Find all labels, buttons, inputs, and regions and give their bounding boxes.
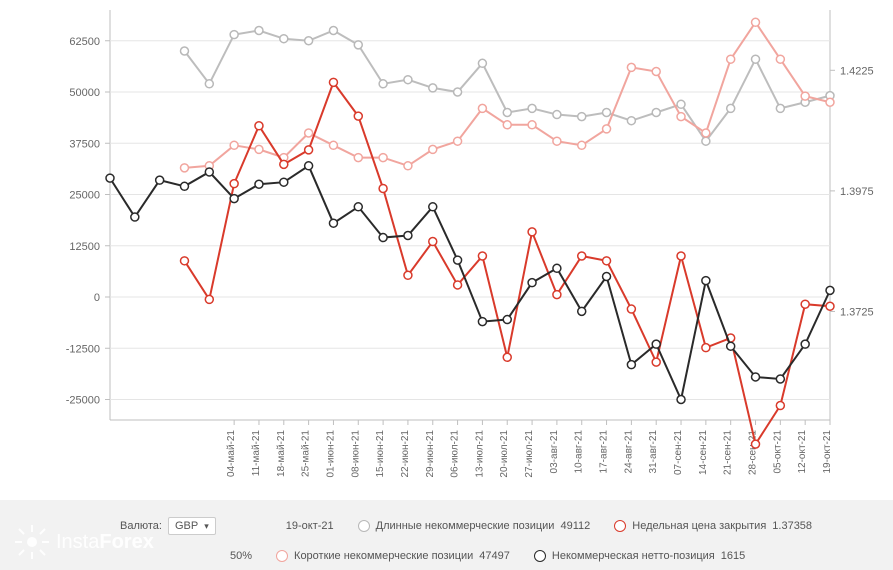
chart-area: 62500 50000 37500 25000 12500 0 -12500 -25000 1.… — [0, 0, 893, 500]
svg-text:06-июл-21: 06-июл-21 — [450, 430, 461, 478]
instaforex-logo: Insta Forex — [14, 524, 154, 560]
legend-short-label: Короткие некоммерческие позиции — [294, 550, 473, 562]
currency-select[interactable]: GBP ▾ — [168, 517, 216, 535]
legend-item-short: Короткие некоммерческие позиции 47497 — [276, 550, 510, 562]
legend-date: 19-окт-21 — [286, 520, 334, 532]
legend-item-long: Длинные некоммерческие позиции 49112 — [358, 520, 591, 532]
svg-text:18-май-21: 18-май-21 — [276, 430, 287, 477]
marker-icon-red — [614, 520, 626, 532]
legend-pct: 50% — [230, 550, 252, 562]
svg-text:25-май-21: 25-май-21 — [301, 430, 312, 477]
svg-text:-25000: -25000 — [66, 395, 100, 407]
svg-text:0: 0 — [94, 292, 100, 304]
svg-text:27-июл-21: 27-июл-21 — [524, 430, 535, 478]
chart-svg: 62500 50000 37500 25000 12500 0 -12500 -25000 1.… — [0, 0, 893, 500]
svg-text:17-авг-21: 17-авг-21 — [599, 430, 610, 474]
svg-text:20-июл-21: 20-июл-21 — [499, 430, 510, 478]
svg-text:14-сен-21: 14-сен-21 — [698, 430, 709, 475]
svg-text:07-сен-21: 07-сен-21 — [673, 430, 684, 475]
legend-net-label: Некоммерческая нетто-позиция — [552, 550, 715, 562]
currency-value: GBP — [175, 520, 198, 532]
svg-text:01-июн-21: 01-июн-21 — [325, 430, 336, 478]
svg-text:05-окт-21: 05-окт-21 — [772, 430, 783, 474]
logo-word2: Forex — [99, 531, 153, 554]
legend-item-price: Недельная цена закрытия 1.37358 — [614, 520, 812, 532]
svg-text:10-авг-21: 10-авг-21 — [574, 430, 585, 474]
legend-item-net: Некоммерческая нетто-позиция 1615 — [534, 550, 745, 562]
chevron-down-icon: ▾ — [204, 521, 209, 532]
svg-text:11-май-21: 11-май-21 — [251, 430, 262, 477]
svg-text:50000: 50000 — [69, 87, 100, 99]
legend-price-label: Недельная цена закрытия — [632, 520, 766, 532]
marker-icon-black — [534, 550, 546, 562]
svg-text:62500: 62500 — [69, 36, 100, 48]
legend-price-value: 1.37358 — [772, 520, 812, 532]
legend-net-value: 1615 — [721, 550, 745, 562]
legend-short-value: 47497 — [479, 550, 510, 562]
svg-text:1.4225: 1.4225 — [840, 65, 874, 77]
svg-text:19-окт-21: 19-окт-21 — [822, 430, 833, 474]
svg-text:1.3725: 1.3725 — [840, 306, 874, 318]
legend-long-value: 49112 — [560, 520, 590, 532]
svg-text:12-окт-21: 12-окт-21 — [797, 430, 808, 474]
svg-text:08-июн-21: 08-июн-21 — [350, 430, 361, 478]
svg-text:24-авг-21: 24-авг-21 — [623, 430, 634, 474]
svg-text:03-авг-21: 03-авг-21 — [549, 430, 560, 474]
svg-text:22-июн-21: 22-июн-21 — [400, 430, 411, 478]
marker-icon-gray — [358, 520, 370, 532]
svg-text:25000: 25000 — [69, 190, 100, 202]
svg-text:15-июн-21: 15-июн-21 — [375, 430, 386, 478]
svg-text:12500: 12500 — [69, 241, 100, 253]
svg-text:31-авг-21: 31-авг-21 — [648, 430, 659, 474]
svg-text:04-май-21: 04-май-21 — [226, 430, 237, 477]
svg-text:29-июн-21: 29-июн-21 — [425, 430, 436, 478]
marker-icon-pink — [276, 550, 288, 562]
logo-word1: Insta — [56, 531, 99, 554]
sun-icon — [14, 524, 50, 560]
svg-text:13-июл-21: 13-июл-21 — [474, 430, 485, 478]
svg-text:21-сен-21: 21-сен-21 — [723, 430, 734, 475]
svg-text:-12500: -12500 — [66, 343, 100, 355]
svg-text:37500: 37500 — [69, 138, 100, 150]
svg-text:1.3975: 1.3975 — [840, 186, 874, 198]
legend-long-label: Длинные некоммерческие позиции — [376, 520, 555, 532]
